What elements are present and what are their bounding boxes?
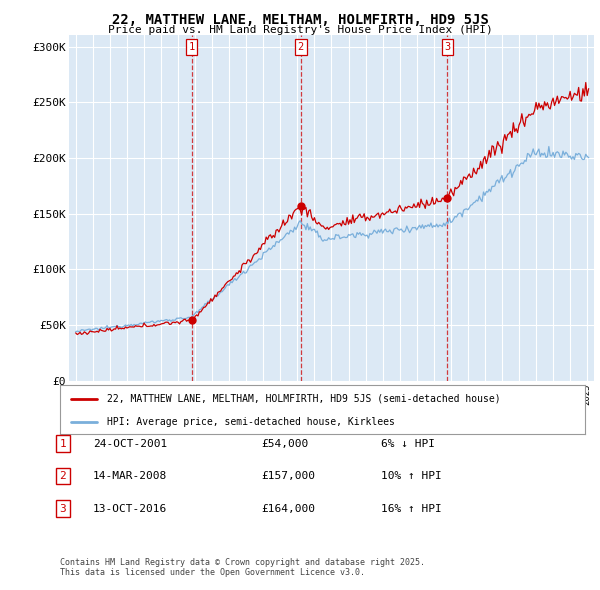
Text: 6% ↓ HPI: 6% ↓ HPI bbox=[381, 439, 435, 448]
Text: 10% ↑ HPI: 10% ↑ HPI bbox=[381, 471, 442, 481]
Text: 14-MAR-2008: 14-MAR-2008 bbox=[93, 471, 167, 481]
Text: 1: 1 bbox=[188, 42, 195, 52]
Text: 22, MATTHEW LANE, MELTHAM, HOLMFIRTH, HD9 5JS (semi-detached house): 22, MATTHEW LANE, MELTHAM, HOLMFIRTH, HD… bbox=[107, 394, 501, 404]
Text: £54,000: £54,000 bbox=[261, 439, 308, 448]
Text: 2: 2 bbox=[59, 471, 67, 481]
Text: Contains HM Land Registry data © Crown copyright and database right 2025.
This d: Contains HM Land Registry data © Crown c… bbox=[60, 558, 425, 577]
Text: 2: 2 bbox=[298, 42, 304, 52]
Text: 3: 3 bbox=[444, 42, 451, 52]
Text: 3: 3 bbox=[59, 504, 67, 513]
Text: 24-OCT-2001: 24-OCT-2001 bbox=[93, 439, 167, 448]
Text: 13-OCT-2016: 13-OCT-2016 bbox=[93, 504, 167, 513]
Text: 1: 1 bbox=[59, 439, 67, 448]
Text: £164,000: £164,000 bbox=[261, 504, 315, 513]
Text: Price paid vs. HM Land Registry's House Price Index (HPI): Price paid vs. HM Land Registry's House … bbox=[107, 25, 493, 35]
Text: £157,000: £157,000 bbox=[261, 471, 315, 481]
Text: HPI: Average price, semi-detached house, Kirklees: HPI: Average price, semi-detached house,… bbox=[107, 417, 395, 427]
Text: 16% ↑ HPI: 16% ↑ HPI bbox=[381, 504, 442, 513]
Text: 22, MATTHEW LANE, MELTHAM, HOLMFIRTH, HD9 5JS: 22, MATTHEW LANE, MELTHAM, HOLMFIRTH, HD… bbox=[112, 13, 488, 27]
